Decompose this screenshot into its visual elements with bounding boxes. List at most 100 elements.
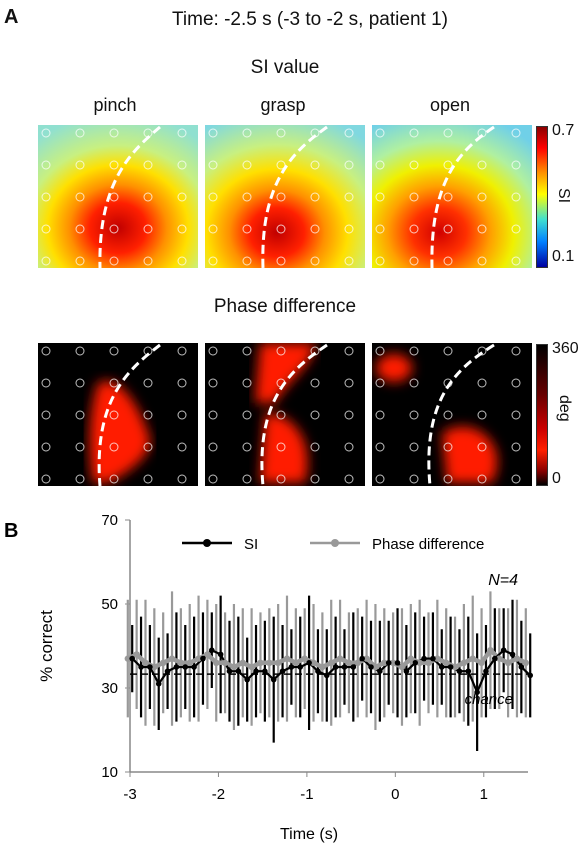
data-point [155, 681, 162, 687]
electrode-marker [511, 442, 521, 452]
data-point [487, 647, 494, 654]
electrode-marker [75, 346, 85, 356]
panel-letter-b: B [4, 520, 18, 542]
electrode-grid [41, 128, 187, 266]
electrode-marker [276, 346, 286, 356]
electrode-marker [276, 474, 286, 484]
panel-letter-a: A [4, 6, 19, 28]
electrode-marker [477, 474, 487, 484]
data-point [310, 659, 317, 666]
electrode-marker [310, 256, 320, 266]
phase-map-pinch [38, 343, 198, 486]
electrode-marker [41, 346, 51, 356]
electrode-marker [143, 410, 153, 420]
data-point [323, 672, 330, 679]
electrode-marker [477, 410, 487, 420]
electrode-grid [375, 346, 521, 484]
electrode-marker [409, 378, 419, 388]
electrode-marker [477, 256, 487, 266]
electrode-marker [276, 160, 286, 170]
data-point [350, 664, 357, 670]
data-point [438, 664, 445, 670]
electrode-marker [143, 192, 153, 202]
data-point [262, 668, 268, 674]
electrode-marker [41, 378, 51, 388]
electrode-marker [41, 410, 51, 420]
data-point [377, 668, 383, 674]
data-point [504, 659, 512, 666]
electrode-marker [143, 378, 153, 388]
data-point [474, 689, 480, 695]
y-tick-label: 30 [101, 680, 118, 697]
data-point [407, 655, 415, 662]
electrode-marker [208, 474, 218, 484]
electrode-marker [344, 442, 354, 452]
data-point [200, 655, 206, 662]
electrode-marker [109, 256, 119, 266]
electrode-marker [208, 160, 218, 170]
electrode-marker [109, 442, 119, 452]
data-point [443, 659, 450, 666]
electrode-marker [310, 442, 320, 452]
data-point [496, 655, 503, 662]
data-point [235, 668, 242, 674]
electrode-marker [75, 128, 85, 138]
data-point [138, 664, 144, 670]
electrode-marker [242, 128, 252, 138]
electrode-marker [477, 346, 487, 356]
data-point [315, 668, 321, 674]
electrode-marker [177, 474, 187, 484]
electrode-marker [109, 378, 119, 388]
electrode-marker [143, 474, 153, 484]
data-point [469, 655, 476, 662]
data-point [270, 676, 277, 683]
condition-label-grasp: grasp [260, 95, 306, 115]
si-colorbar [536, 126, 548, 268]
electrode-marker [75, 224, 85, 234]
electrode-marker [276, 256, 286, 266]
si-map-grasp [205, 125, 365, 268]
electrode-marker [75, 192, 85, 202]
data-point [164, 668, 171, 674]
electrode-marker [375, 224, 385, 234]
data-point [518, 664, 525, 670]
electrode-marker [109, 474, 119, 484]
data-point [230, 663, 238, 671]
electrode-marker [276, 410, 286, 420]
data-point [283, 655, 291, 662]
data-point [129, 655, 135, 662]
data-point [465, 668, 472, 674]
electrode-marker [511, 410, 521, 420]
electrode-marker [409, 256, 419, 266]
electrode-marker [208, 224, 218, 234]
electrode-marker [109, 128, 119, 138]
electrode-marker [375, 128, 385, 138]
data-point [306, 660, 312, 666]
x-tick-label: 0 [391, 786, 399, 803]
electrode-marker [511, 128, 521, 138]
data-point [368, 664, 374, 670]
x-tick-label: 1 [480, 786, 488, 803]
si-colorbar-min-label: 0.1 [552, 248, 575, 265]
data-point [456, 668, 463, 674]
electrode-marker [375, 256, 385, 266]
data-point [159, 659, 167, 666]
electrode-marker [41, 128, 51, 138]
si-map-open [372, 125, 532, 268]
data-point [354, 659, 361, 666]
electrode-marker [177, 378, 187, 388]
electrode-marker [375, 192, 385, 202]
phase-colorbar [536, 344, 548, 486]
data-point [195, 655, 202, 662]
electrode-marker [511, 160, 521, 170]
electrode-marker [177, 410, 187, 420]
electrode-marker [242, 410, 252, 420]
y-tick-label: 50 [101, 596, 118, 613]
data-point [478, 659, 485, 666]
electrode-marker [310, 160, 320, 170]
electrode-marker [208, 346, 218, 356]
electrode-marker [409, 410, 419, 420]
data-point [451, 663, 459, 671]
legend-marker-phase [331, 539, 339, 547]
electrode-marker [242, 192, 252, 202]
